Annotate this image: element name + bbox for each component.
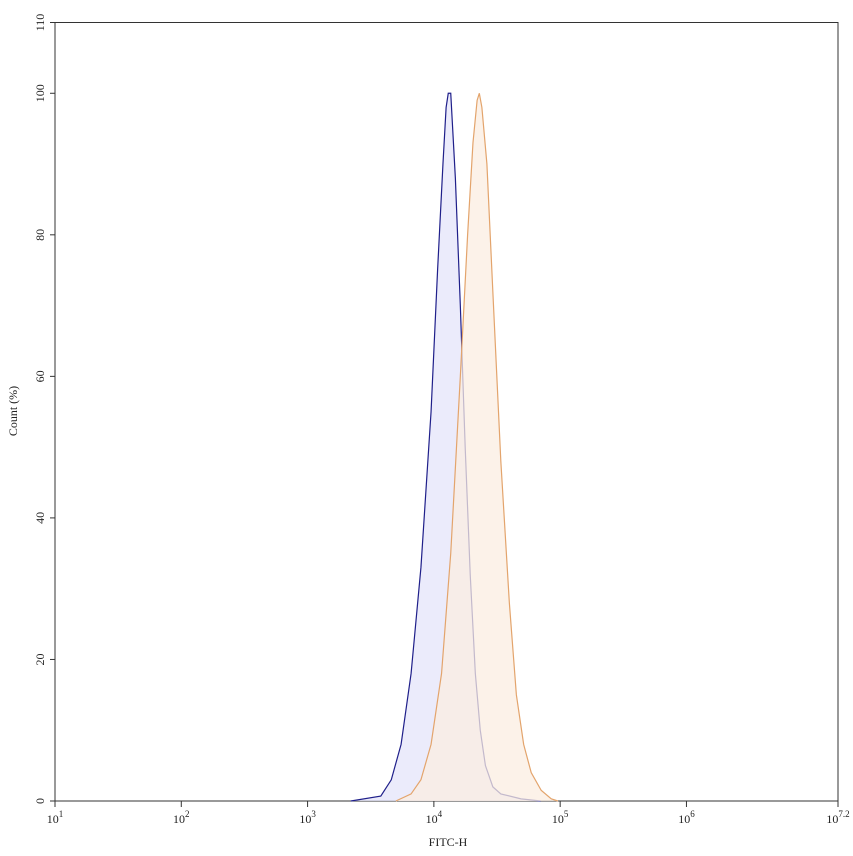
x-tick-label: 106 (678, 809, 695, 826)
histogram-line (395, 93, 559, 802)
y-axis-label: Count (%) (6, 386, 20, 436)
y-tick-label: 110 (33, 14, 47, 32)
x-tick-label: 104 (426, 809, 443, 826)
x-tick-label: 107.2 (826, 809, 849, 826)
x-axis-label: FITC-H (429, 835, 468, 849)
y-tick-label: 80 (33, 229, 47, 241)
x-tick-label: 103 (299, 809, 316, 826)
y-tick-label: 60 (33, 370, 47, 382)
y-tick-label: 0 (33, 798, 47, 804)
x-tick-label: 101 (47, 809, 64, 826)
x-tick-label: 102 (173, 809, 190, 826)
x-tick-label: 105 (552, 809, 569, 826)
y-tick-label: 20 (33, 653, 47, 665)
y-tick-label: 40 (33, 512, 47, 524)
histogram-area (395, 93, 558, 801)
y-tick-label: 100 (33, 84, 47, 102)
histogram-area (350, 93, 541, 801)
